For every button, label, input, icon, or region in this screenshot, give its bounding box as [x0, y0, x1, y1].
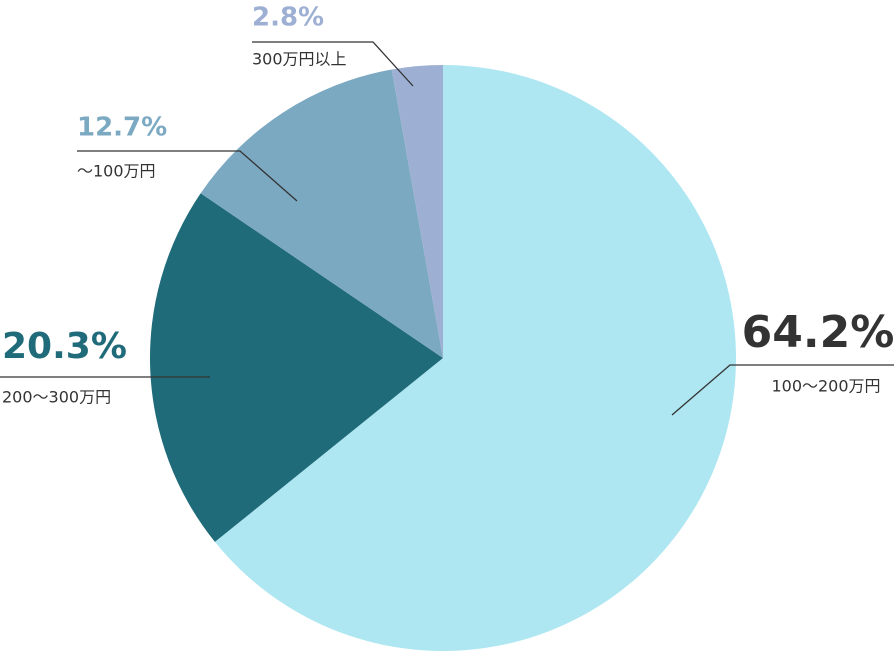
category-label: 〜100万円 [77, 162, 156, 181]
pie-slice [150, 193, 444, 542]
pie-slice [391, 65, 443, 358]
value-label: 12.7% [77, 113, 167, 143]
leader-line [77, 150, 298, 202]
pie-slice [200, 69, 443, 359]
leader-line [252, 41, 414, 87]
value-label: 2.8% [252, 3, 324, 33]
leader-line [671, 364, 894, 416]
value-label: 64.2% [742, 307, 894, 358]
category-label: 300万円以上 [252, 50, 347, 69]
category-label: 100〜200万円 [771, 377, 880, 396]
value-label: 20.3% [2, 326, 127, 367]
category-label: 200〜300万円 [2, 388, 111, 407]
pie-slice [214, 65, 737, 652]
